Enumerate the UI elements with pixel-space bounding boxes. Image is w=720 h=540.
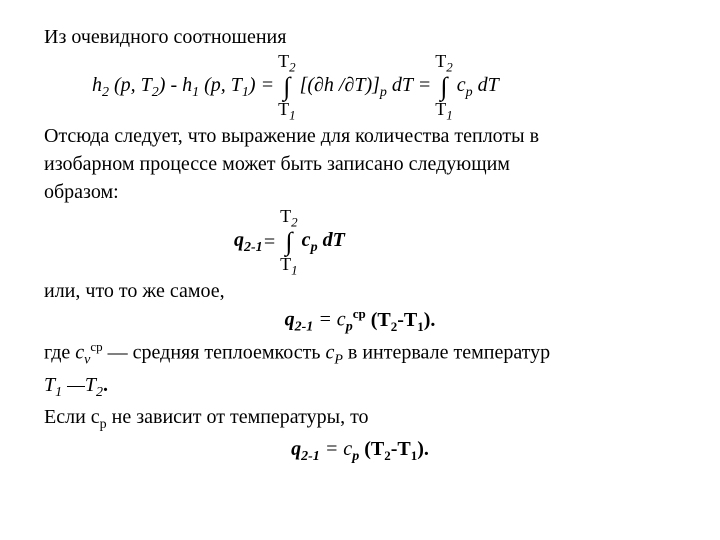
eq1-lower1-sub: 1 bbox=[289, 107, 296, 122]
eq3-mid: -T bbox=[397, 309, 417, 331]
eq1-int2-p: p bbox=[466, 85, 473, 100]
eq1-upper2: T bbox=[435, 51, 446, 71]
eq1-end: ) = bbox=[249, 74, 274, 96]
eq1-t2-sub: 2 bbox=[152, 85, 159, 100]
or-line: или, что то же самое, bbox=[44, 278, 676, 304]
para4-cP-sub: P bbox=[334, 353, 343, 368]
eq1-integrand-2: cp dT bbox=[457, 72, 499, 102]
eq1-mid: ) - h bbox=[159, 74, 192, 96]
eq1-h2: h bbox=[92, 74, 102, 96]
eq2-lower-sub: 1 bbox=[291, 262, 298, 277]
eq2-c-sub: p bbox=[311, 240, 318, 255]
eq4-q: q bbox=[291, 438, 301, 460]
eq4-q-sub: 2-1 bbox=[301, 449, 320, 464]
eq2-q: q2-1 bbox=[234, 227, 263, 257]
if-line: Если cp не зависит от температуры, то bbox=[44, 404, 676, 434]
eq1-lower1: T bbox=[278, 99, 289, 119]
eq4-eq: = c bbox=[320, 438, 352, 460]
eq4-tail: (T bbox=[359, 438, 384, 460]
para4-cv: c bbox=[75, 342, 84, 364]
eq1-p2: (p, T bbox=[204, 74, 242, 96]
eq3-q-sub: 2-1 bbox=[295, 320, 314, 335]
eq1-t1-sub: 1 bbox=[242, 85, 249, 100]
eq2-integrand: cp dT bbox=[302, 227, 345, 257]
eq2-c: c bbox=[302, 229, 311, 251]
eq1-integrand-1: [(∂h /∂T)]p dT = bbox=[300, 72, 432, 102]
integral-sign-icon: ∫ bbox=[283, 74, 290, 100]
equation-1: h2 (p, T2) - h1 (p, T1) = T2 ∫ T1 [(∂h /… bbox=[44, 52, 676, 121]
eq1-upper1: T bbox=[278, 51, 289, 71]
equation-2: q2-1 = T2 ∫ T1 cp dT bbox=[44, 207, 676, 276]
integral-sign-icon: ∫ bbox=[440, 74, 447, 100]
para4-cv-sup: ср bbox=[90, 339, 102, 354]
para4-c: в интервале температур bbox=[343, 342, 550, 364]
eq1-upper1-sub: 2 bbox=[289, 60, 296, 75]
eq3-tail: (T bbox=[366, 309, 391, 331]
eq1-integral-1: T2 ∫ T1 bbox=[278, 52, 296, 121]
eq1-integral-2: T2 ∫ T1 bbox=[435, 52, 453, 121]
eq2-q-sub: 2-1 bbox=[244, 240, 263, 255]
para4-cP: c bbox=[325, 342, 334, 364]
eq2-dt: dT bbox=[318, 229, 345, 251]
para5-t2s: 2 bbox=[96, 385, 103, 400]
integral-sign-icon: ∫ bbox=[285, 229, 292, 255]
equation-4: q2-1 = cp (T2-T1). bbox=[44, 436, 676, 466]
eq2-lower: T bbox=[280, 254, 291, 274]
eq2-upper: T bbox=[280, 206, 291, 226]
eq1-int1-dt: dT bbox=[387, 74, 413, 96]
eq3-cp-sup: ср bbox=[353, 306, 366, 321]
eq1-int1-p: p bbox=[380, 85, 387, 100]
eq3-c-sub: p bbox=[346, 320, 353, 335]
eq1-lower2: T bbox=[435, 99, 446, 119]
if-a: Если c bbox=[44, 406, 100, 428]
eq1-lhs: h2 (p, T2) - h1 (p, T1) = bbox=[92, 72, 274, 102]
eq3-q: q bbox=[285, 309, 295, 331]
para-2a: Отсюда следует, что выражение для количе… bbox=[44, 123, 676, 149]
if-sub: p bbox=[100, 417, 107, 432]
para4-a: где bbox=[44, 342, 75, 364]
para4-cv-sub: v bbox=[84, 353, 90, 368]
eq1-p1: (p, T bbox=[114, 74, 152, 96]
eq1-int2-c: c bbox=[457, 74, 466, 96]
para-2c: образом: bbox=[44, 179, 676, 205]
eq2-integral: T2 ∫ T1 bbox=[280, 207, 298, 276]
eq4-mid: -T bbox=[391, 438, 411, 460]
eq2-q-sym: q bbox=[234, 229, 244, 251]
para4-b: — средняя теплоемкость bbox=[103, 342, 326, 364]
equation-3: q2-1 = cpср (T2-T1). bbox=[44, 306, 676, 337]
eq2-eq: = bbox=[263, 229, 277, 255]
para5-c: . bbox=[103, 374, 108, 396]
if-b: не зависит от температуры, то bbox=[107, 406, 369, 428]
eq1-int1-a: [(∂h /∂T)] bbox=[300, 74, 380, 96]
eq3-end: ). bbox=[424, 309, 436, 331]
para5-a: T bbox=[44, 374, 55, 396]
para-5: T1 —T2. bbox=[44, 372, 676, 402]
eq1-lower2-sub: 1 bbox=[446, 107, 453, 122]
eq4-end: ). bbox=[417, 438, 429, 460]
intro-line: Из очевидного соотношения bbox=[44, 24, 676, 50]
para-2b: изобарном процессе может быть записано с… bbox=[44, 151, 676, 177]
eq3-eq: = c bbox=[313, 309, 345, 331]
eq2-upper-sub: 2 bbox=[291, 215, 298, 230]
eq1-h2-sub: 2 bbox=[102, 85, 109, 100]
eq1-eqsign: = bbox=[418, 74, 432, 96]
para5-b: —T bbox=[62, 374, 96, 396]
para-4: где cvср — средняя теплоемкость cP в инт… bbox=[44, 339, 676, 370]
eq1-h1-sub: 1 bbox=[192, 85, 199, 100]
eq1-int2-dt: dT bbox=[473, 74, 499, 96]
